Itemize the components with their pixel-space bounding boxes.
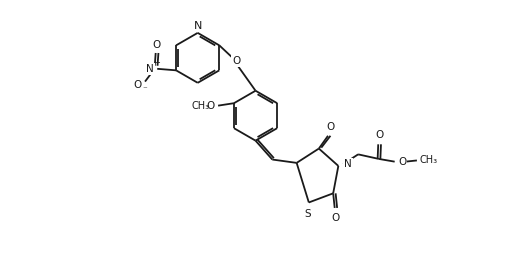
Text: O: O (232, 56, 240, 66)
Text: O: O (326, 122, 334, 132)
Text: +: + (154, 58, 161, 67)
Text: O: O (375, 130, 384, 140)
Text: O: O (133, 80, 142, 90)
Text: O: O (398, 157, 407, 167)
Text: CH₃: CH₃ (419, 155, 437, 165)
Text: CH₃: CH₃ (191, 101, 210, 111)
Text: O: O (153, 40, 161, 50)
Text: N: N (193, 21, 202, 31)
Text: N: N (146, 64, 154, 74)
Text: ⁻: ⁻ (142, 85, 147, 95)
Text: O: O (207, 101, 215, 111)
Text: O: O (332, 213, 340, 222)
Text: N: N (344, 159, 351, 169)
Text: S: S (304, 209, 311, 219)
